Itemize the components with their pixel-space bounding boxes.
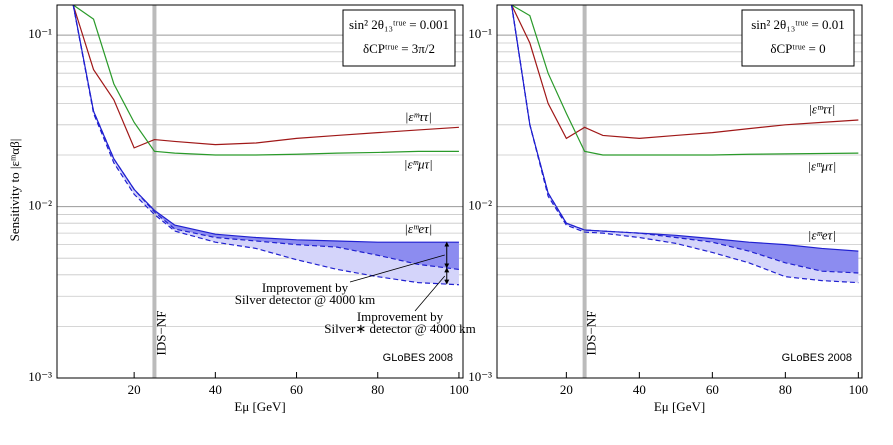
- plot-frame: [496, 4, 863, 379]
- series-label: |εᵐμτ|: [807, 159, 836, 174]
- series-line: [72, 4, 459, 149]
- series-label: |εᵐeτ|: [808, 227, 836, 242]
- parameter-box: [342, 9, 456, 67]
- note-pointer: [349, 254, 445, 283]
- series-line: [511, 4, 859, 156]
- series-line: [72, 4, 459, 286]
- x-axis-label: Eμ [GeV]: [234, 399, 285, 414]
- parameter-text: sin² 2θ₁₃ᵗʳᵘᵉ = 0.001: [349, 17, 449, 32]
- y-tick-label: 10⁻³: [468, 369, 492, 384]
- note-text: Silver detector @ 4000 km: [235, 292, 376, 307]
- note-text: Improvement by: [262, 280, 349, 295]
- series-line: [511, 4, 859, 274]
- parameter-text: sin² 2θ₁₃ᵗʳᵘᵉ = 0.01: [751, 17, 845, 32]
- plot-frame: [56, 4, 464, 379]
- x-tick-label: 20: [128, 382, 141, 397]
- y-tick-label: 10⁻¹: [28, 26, 52, 41]
- x-axis-label: Eμ [GeV]: [654, 399, 705, 414]
- x-tick-label: 60: [706, 382, 719, 397]
- y-tick-label: 10⁻³: [28, 369, 52, 384]
- series-line: [72, 4, 459, 243]
- band-fill: [73, 5, 459, 270]
- series-line: [511, 4, 859, 284]
- series-label: |εᵐττ|: [405, 109, 432, 124]
- series-label: |εᵐττ|: [808, 101, 835, 116]
- y-tick-label: 10⁻²: [468, 198, 492, 213]
- reference-label: IDS−NF: [584, 311, 599, 356]
- y-tick-label: 10⁻¹: [468, 26, 492, 41]
- series-line: [72, 4, 460, 271]
- x-tick-label: 20: [560, 382, 573, 397]
- x-tick-label: 100: [449, 382, 469, 397]
- x-tick-label: 80: [371, 382, 384, 397]
- parameter-box: [741, 9, 855, 67]
- note-text: Silver∗ detector @ 4000 km: [324, 321, 475, 336]
- x-tick-label: 40: [209, 382, 222, 397]
- x-tick-label: 100: [849, 382, 869, 397]
- note-pointer: [414, 275, 446, 312]
- series-line: [511, 4, 859, 140]
- credit: GLoBES 2008: [782, 352, 852, 364]
- x-tick-label: 80: [779, 382, 792, 397]
- y-axis-label: Sensitivity to |εᵐαβ|: [7, 139, 22, 242]
- parameter-text: δCPᵗʳᵘᵉ = 3π/2: [363, 41, 435, 56]
- x-tick-label: 60: [290, 382, 303, 397]
- credit: GLoBES 2008: [383, 352, 453, 364]
- series-label: |εᵐμτ|: [404, 156, 433, 171]
- series-label: |εᵐeτ|: [404, 221, 432, 236]
- series-line: [72, 4, 459, 156]
- series-line: [511, 4, 859, 252]
- y-tick-label: 10⁻²: [28, 198, 52, 213]
- parameter-text: δCPᵗʳᵘᵉ = 0: [770, 41, 825, 56]
- x-tick-label: 40: [633, 382, 646, 397]
- note-text: Improvement by: [357, 309, 444, 324]
- reference-label: IDS−NF: [153, 311, 168, 356]
